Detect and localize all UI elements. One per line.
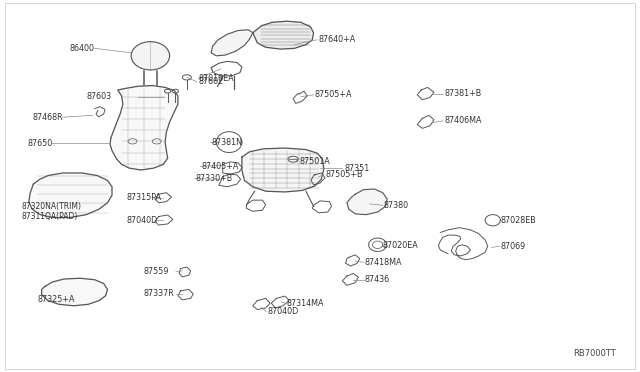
Text: 87315PA: 87315PA — [127, 193, 162, 202]
Polygon shape — [253, 21, 314, 49]
Polygon shape — [29, 173, 112, 218]
Text: 87505+A: 87505+A — [315, 90, 353, 99]
Text: 87501A: 87501A — [300, 157, 330, 166]
Text: 87559: 87559 — [144, 267, 170, 276]
Text: 87337R: 87337R — [144, 289, 175, 298]
Text: 87602: 87602 — [198, 77, 223, 86]
Text: 87069: 87069 — [500, 242, 525, 251]
Text: 87320NA(TRIM): 87320NA(TRIM) — [21, 202, 81, 211]
Polygon shape — [347, 189, 387, 215]
Text: 87325+A: 87325+A — [37, 295, 75, 304]
Polygon shape — [110, 86, 178, 170]
Text: 87330+B: 87330+B — [196, 174, 233, 183]
Text: 87505+B: 87505+B — [325, 170, 363, 179]
Text: 87020EA: 87020EA — [383, 241, 419, 250]
Text: 87311QA(PAD): 87311QA(PAD) — [21, 212, 77, 221]
Text: 86400: 86400 — [70, 44, 95, 53]
Text: 87640+A: 87640+A — [319, 35, 356, 44]
Text: 87351: 87351 — [344, 164, 369, 173]
Text: 87405+A: 87405+A — [202, 162, 239, 171]
Text: RB7000TT: RB7000TT — [573, 349, 616, 358]
Text: 87436: 87436 — [365, 275, 390, 284]
Polygon shape — [211, 30, 253, 56]
Polygon shape — [131, 42, 170, 70]
Text: 87381+B: 87381+B — [445, 89, 482, 98]
Text: 87380: 87380 — [384, 201, 409, 210]
Text: 87028EB: 87028EB — [500, 216, 536, 225]
Polygon shape — [242, 148, 324, 192]
Text: 87418MA: 87418MA — [365, 258, 403, 267]
Text: 87010EA: 87010EA — [198, 74, 234, 83]
Text: 87040D: 87040D — [127, 216, 158, 225]
Text: 87381N: 87381N — [211, 138, 242, 147]
Text: 87468R: 87468R — [32, 113, 63, 122]
Text: 87603: 87603 — [87, 92, 112, 101]
Polygon shape — [42, 278, 108, 306]
Text: 87314MA: 87314MA — [287, 299, 324, 308]
Text: 87040D: 87040D — [268, 307, 299, 316]
Text: 87406MA: 87406MA — [445, 116, 483, 125]
Text: 87650: 87650 — [28, 139, 52, 148]
